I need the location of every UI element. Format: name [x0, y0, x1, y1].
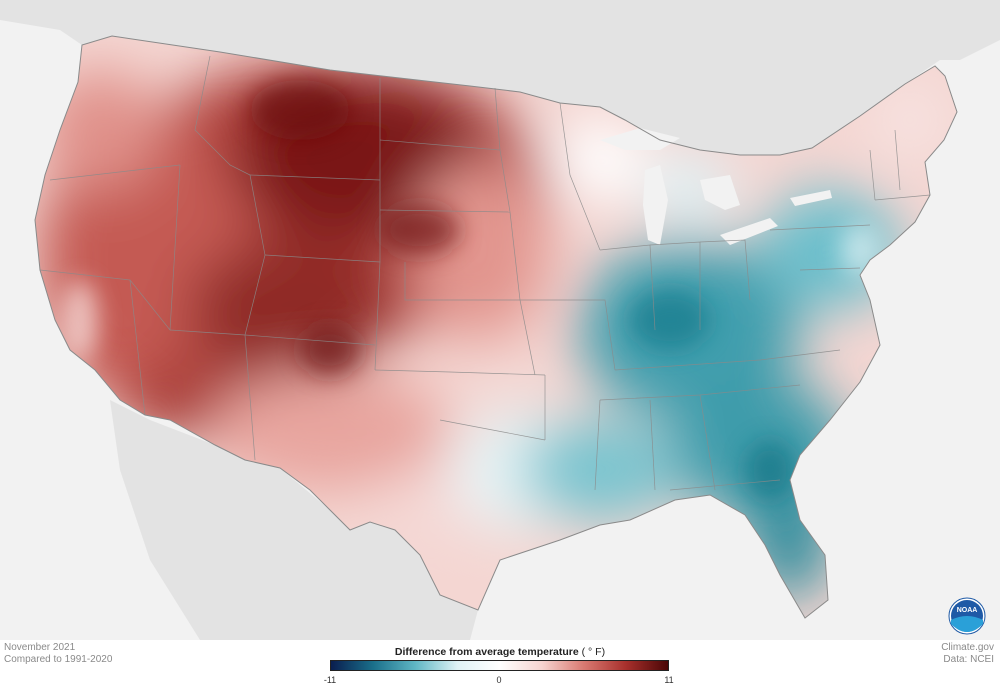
noaa-logo: NOAA — [948, 597, 986, 635]
legend-color-bar — [330, 660, 669, 671]
state-borders — [39, 55, 931, 491]
lake-michigan — [643, 165, 668, 245]
us-outline — [34, 35, 958, 619]
anomaly-map: NOAA — [0, 0, 1000, 640]
canada-land — [0, 0, 1000, 155]
footer-right: Climate.gov Data: NCEI — [941, 642, 994, 666]
lake-huron — [700, 175, 740, 210]
mexico-land — [110, 400, 478, 640]
legend-mid-label: 0 — [496, 675, 502, 685]
footer: November 2021 Compared to 1991-2020 Diff… — [0, 640, 1000, 690]
noaa-logo-text: NOAA — [957, 607, 978, 614]
data-credit: Data: NCEI — [943, 654, 994, 665]
legend-title: Difference from average temperature ( ° … — [0, 646, 1000, 658]
source-site: Climate.gov — [941, 642, 994, 653]
map-area: NOAA — [0, 0, 1000, 640]
lake-superior — [600, 128, 680, 150]
baseline-period: Compared to 1991-2020 — [4, 654, 113, 665]
legend-unit: ( ° F) — [581, 646, 606, 658]
lake-ontario — [790, 190, 832, 206]
legend-title-text: Difference from average temperature — [394, 646, 579, 658]
legend-max-label: 11 — [664, 675, 674, 685]
map-date: November 2021 — [4, 642, 76, 653]
legend-min-label: -11 — [323, 675, 337, 685]
lake-erie — [720, 218, 778, 245]
footer-left: November 2021 Compared to 1991-2020 — [4, 642, 112, 666]
